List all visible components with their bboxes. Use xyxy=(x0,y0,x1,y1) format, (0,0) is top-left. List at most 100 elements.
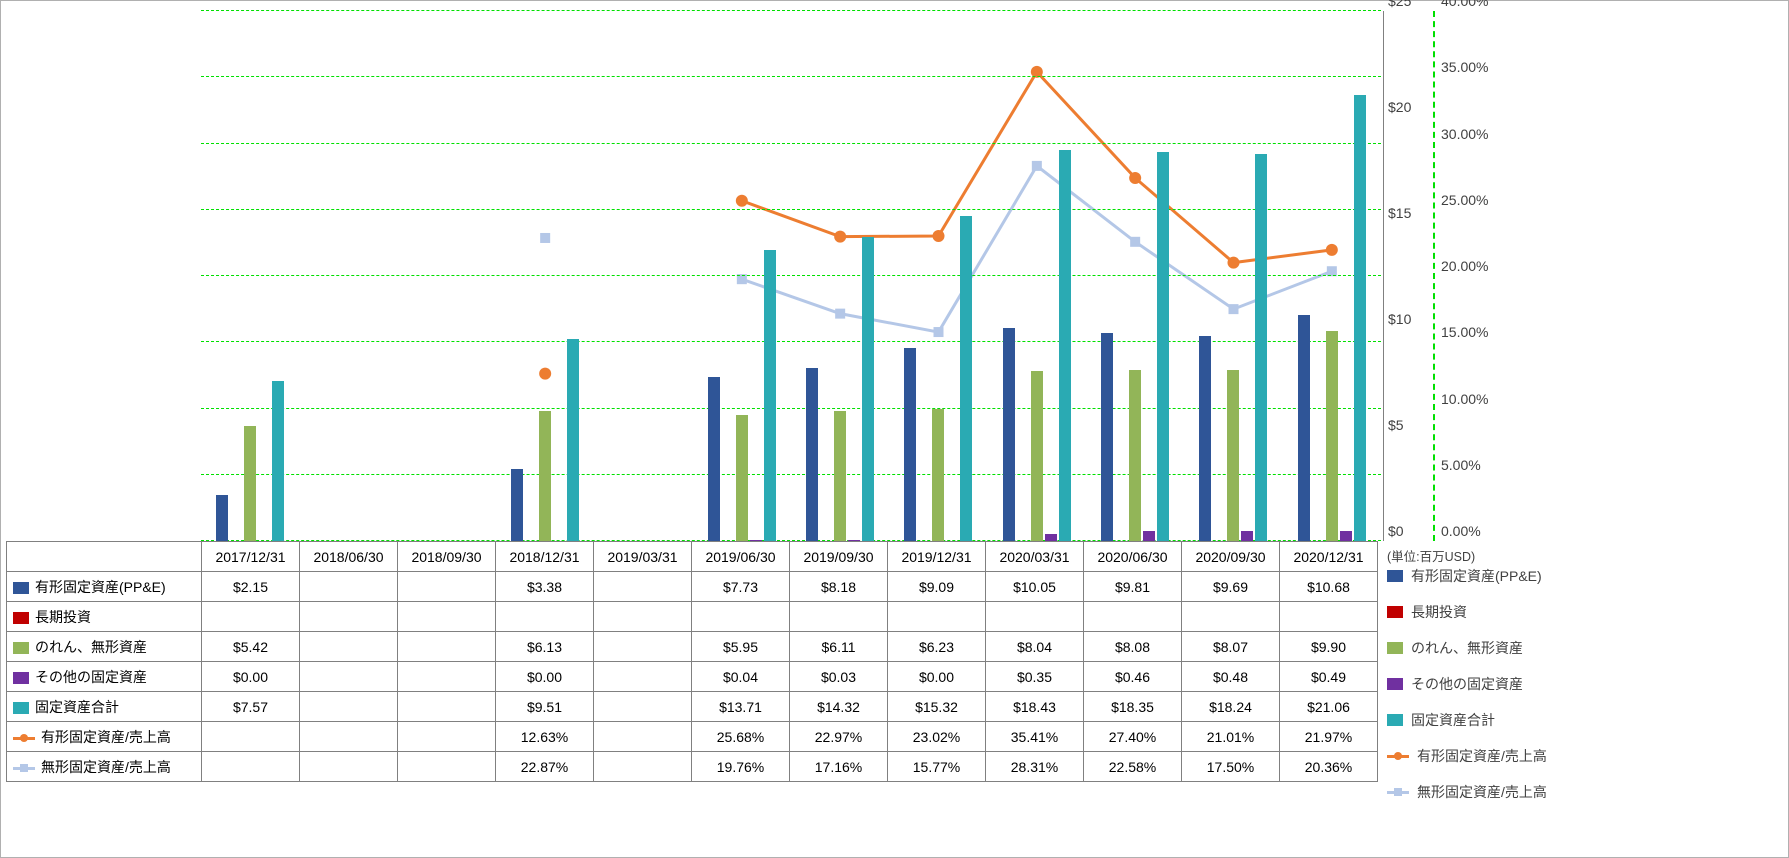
legend-label: 固定資産合計 xyxy=(1411,710,1495,730)
series-label-oth: その他の固定資産 xyxy=(7,662,202,692)
table-cell: 19.76% xyxy=(692,752,790,782)
bar-tot xyxy=(764,250,776,541)
bar-oth xyxy=(1340,531,1352,541)
bar-gw xyxy=(1031,371,1043,541)
table-cell: $10.05 xyxy=(986,572,1084,602)
table-cell xyxy=(398,662,496,692)
table-row: 無形固定資産/売上高22.87%19.76%17.16%15.77%28.31%… xyxy=(7,752,1378,782)
table-cell: $8.08 xyxy=(1084,632,1182,662)
series-symbol xyxy=(13,642,29,654)
legend-label: 有形固定資産/売上高 xyxy=(1417,746,1547,766)
table-cell xyxy=(594,602,692,632)
table-cell xyxy=(594,692,692,722)
table-cell: 27.40% xyxy=(1084,722,1182,752)
table-row: 有形固定資産(PP&E)$2.15$3.38$7.73$8.18$9.09$10… xyxy=(7,572,1378,602)
table-cell: $0.35 xyxy=(986,662,1084,692)
table-corner xyxy=(7,542,202,572)
table-cell xyxy=(300,662,398,692)
bar-ppe xyxy=(904,348,916,541)
bar-tot xyxy=(1059,150,1071,541)
table-cell xyxy=(986,602,1084,632)
legend-symbol xyxy=(1387,714,1403,726)
legend-label: 有形固定資産(PP&E) xyxy=(1411,566,1542,586)
table-header: 2018/12/31 xyxy=(496,542,594,572)
table-cell xyxy=(594,752,692,782)
series-label-text: 有形固定資産(PP&E) xyxy=(35,579,166,595)
bar-ppe xyxy=(216,495,228,541)
table-cell: $10.68 xyxy=(1280,572,1378,602)
series-label-ppe: 有形固定資産(PP&E) xyxy=(7,572,202,602)
table-cell xyxy=(300,572,398,602)
table-cell: $9.51 xyxy=(496,692,594,722)
table-cell: $6.23 xyxy=(888,632,986,662)
table-cell: $2.15 xyxy=(202,572,300,602)
table-cell xyxy=(1182,602,1280,632)
legend-symbol xyxy=(1387,678,1403,690)
legend-symbol xyxy=(1387,750,1409,762)
legend-label: その他の固定資産 xyxy=(1411,674,1523,694)
y2-tick: 25.00% xyxy=(1441,192,1488,208)
legend-item-lti: 長期投資 xyxy=(1387,602,1777,622)
bar-tot xyxy=(567,339,579,541)
table-cell: $0.00 xyxy=(496,662,594,692)
table-cell xyxy=(594,662,692,692)
y2-tick: 30.00% xyxy=(1441,126,1488,142)
bar-oth xyxy=(1143,531,1155,541)
legend-item-ppe: 有形固定資産(PP&E) xyxy=(1387,566,1777,586)
series-label-gw: のれん、無形資産 xyxy=(7,632,202,662)
bar-group xyxy=(1283,11,1381,541)
table-cell: $6.11 xyxy=(790,632,888,662)
series-label-ppe_r: 有形固定資産/売上高 xyxy=(7,722,202,752)
series-label-text: 有形固定資産/売上高 xyxy=(41,729,171,745)
table-cell: $8.04 xyxy=(986,632,1084,662)
table-cell xyxy=(496,602,594,632)
y2-tick: 10.00% xyxy=(1441,391,1488,407)
series-label-int_r: 無形固定資産/売上高 xyxy=(7,752,202,782)
bar-tot xyxy=(1157,152,1169,541)
series-symbol xyxy=(13,582,29,594)
table-cell xyxy=(202,722,300,752)
table-cell: $0.48 xyxy=(1182,662,1280,692)
series-label-lti: 長期投資 xyxy=(7,602,202,632)
table-cell: 22.58% xyxy=(1084,752,1182,782)
table-cell xyxy=(594,572,692,602)
bar-group xyxy=(201,11,299,541)
bar-tot xyxy=(1354,95,1366,541)
bar-group xyxy=(988,11,1086,541)
table-header: 2018/09/30 xyxy=(398,542,496,572)
table-cell: $21.06 xyxy=(1280,692,1378,722)
y1-tick: $20 xyxy=(1388,99,1411,115)
bar-gw xyxy=(834,411,846,541)
bar-gw xyxy=(1129,370,1141,541)
table-cell: $0.00 xyxy=(888,662,986,692)
series-label-text: その他の固定資産 xyxy=(35,669,147,685)
y-axis-primary: $0$5$10$15$20$25 xyxy=(1383,11,1433,541)
series-label-text: 長期投資 xyxy=(35,609,91,625)
table-header: 2020/12/31 xyxy=(1280,542,1378,572)
bar-group xyxy=(791,11,889,541)
table-cell: 23.02% xyxy=(888,722,986,752)
bar-tot xyxy=(862,237,874,541)
table-cell: 25.68% xyxy=(692,722,790,752)
table-cell: $0.03 xyxy=(790,662,888,692)
table-cell: 20.36% xyxy=(1280,752,1378,782)
table-header: 2019/06/30 xyxy=(692,542,790,572)
table-header: 2020/06/30 xyxy=(1084,542,1182,572)
bar-tot xyxy=(1255,154,1267,541)
table-cell xyxy=(202,752,300,782)
series-symbol xyxy=(13,702,29,714)
table-cell xyxy=(398,572,496,602)
bar-gw xyxy=(1227,370,1239,541)
bar-group xyxy=(889,11,987,541)
y1-tick: $10 xyxy=(1388,311,1411,327)
table-cell xyxy=(888,602,986,632)
bar-gw xyxy=(1326,331,1338,541)
y2-tick: 15.00% xyxy=(1441,324,1488,340)
bar-oth xyxy=(1241,531,1253,541)
table-cell: 21.01% xyxy=(1182,722,1280,752)
legend-item-gw: のれん、無形資産 xyxy=(1387,638,1777,658)
bar-group xyxy=(1086,11,1184,541)
table-cell: 28.31% xyxy=(986,752,1084,782)
bar-group xyxy=(496,11,594,541)
table-cell: 17.50% xyxy=(1182,752,1280,782)
